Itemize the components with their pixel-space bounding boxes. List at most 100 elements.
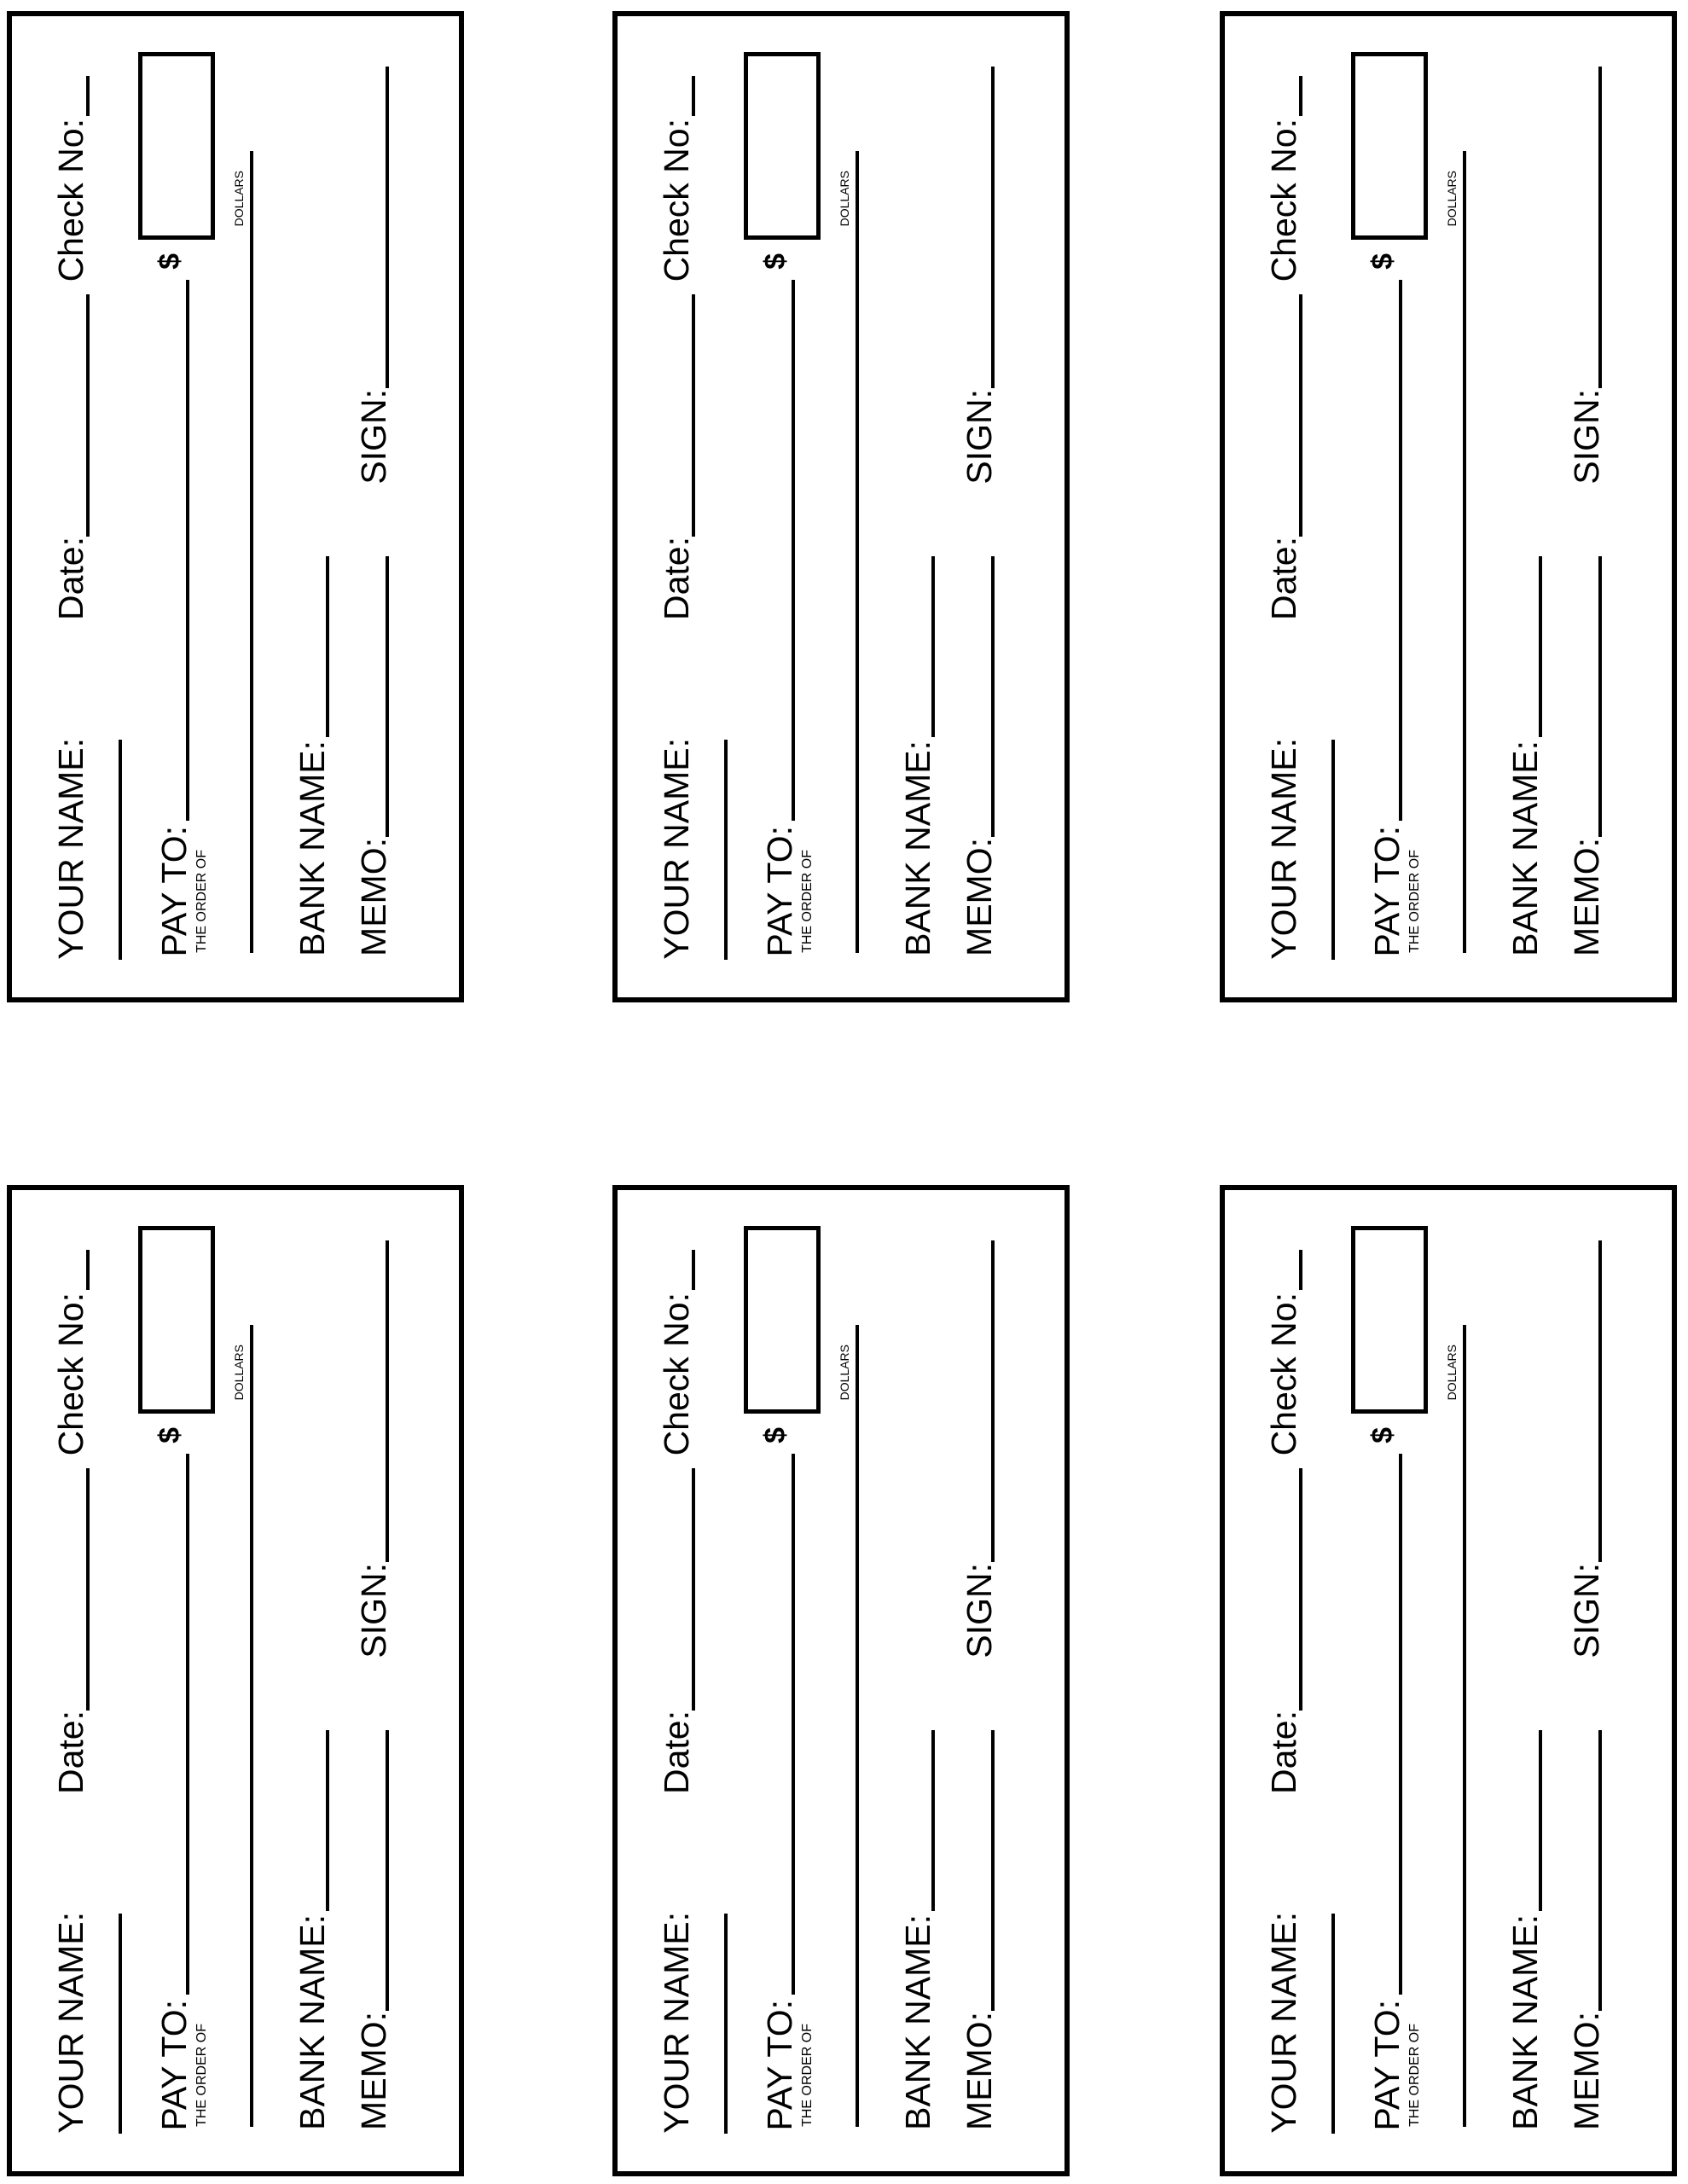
bank-name-line[interactable] [326, 1730, 329, 1911]
check-no-line[interactable] [86, 76, 90, 116]
your-name-line[interactable] [119, 740, 122, 960]
date-label: Date: [657, 1711, 696, 1794]
pay-to-label: PAY TO: [760, 1999, 799, 2130]
date-label: Date: [1264, 1711, 1303, 1794]
your-name-line[interactable] [1331, 740, 1335, 960]
sign-line[interactable] [386, 1240, 389, 1562]
check-5: YOUR NAME: Date: Check No: PAY TO: THE ORDER… [612, 1185, 1070, 2176]
your-name-line[interactable] [724, 1914, 728, 2134]
dollars-label: DOLLARS [1445, 1344, 1459, 1400]
bank-name-label: BANK NAME: [293, 741, 332, 956]
your-name-label: YOUR NAME: [51, 1912, 90, 2134]
date-line[interactable] [86, 294, 90, 537]
amount-box[interactable] [744, 52, 821, 240]
amount-box[interactable] [744, 1226, 821, 1414]
date-label: Date: [51, 1711, 90, 1794]
date-line[interactable] [692, 1468, 695, 1711]
amount-box[interactable] [1351, 52, 1428, 240]
sign-label: SIGN: [354, 389, 393, 485]
dollars-label: DOLLARS [838, 170, 851, 226]
dollar-sign-label: $ [154, 253, 186, 270]
bank-name-line[interactable] [1539, 1730, 1542, 1911]
memo-line[interactable] [991, 1730, 995, 2011]
date-label: Date: [657, 537, 696, 620]
pay-to-label: PAY TO: [760, 825, 799, 956]
check-no-line[interactable] [1299, 76, 1302, 116]
pay-to-label: PAY TO: [154, 1999, 194, 2130]
date-line[interactable] [1299, 1468, 1302, 1711]
memo-line[interactable] [991, 556, 995, 837]
pay-to-label: PAY TO: [1367, 1999, 1407, 2130]
order-of-label: THE ORDER OF [800, 2024, 815, 2127]
check-no-line[interactable] [86, 1250, 90, 1290]
order-of-label: THE ORDER OF [194, 850, 209, 953]
dollars-line[interactable] [250, 1325, 253, 2127]
bank-name-label: BANK NAME: [1505, 1914, 1545, 2130]
pay-to-line[interactable] [1399, 1454, 1402, 1995]
dollar-sign-label: $ [759, 1427, 792, 1443]
dollars-line[interactable] [1463, 151, 1466, 953]
your-name-line[interactable] [724, 740, 728, 960]
check-6: YOUR NAME: Date: Check No: PAY TO: THE ORDER… [1220, 1185, 1677, 2176]
sign-line[interactable] [991, 67, 995, 388]
check-no-label: Check No: [51, 1292, 90, 1455]
date-line[interactable] [1299, 294, 1302, 537]
order-of-label: THE ORDER OF [1407, 2024, 1422, 2127]
pay-to-label: PAY TO: [154, 825, 194, 956]
dollars-line[interactable] [1463, 1325, 1466, 2127]
amount-box[interactable] [1351, 1226, 1428, 1414]
order-of-label: THE ORDER OF [1407, 850, 1422, 953]
check-no-line[interactable] [692, 76, 695, 116]
your-name-label: YOUR NAME: [1264, 738, 1303, 960]
amount-box[interactable] [138, 1226, 215, 1414]
bank-name-label: BANK NAME: [1505, 741, 1545, 956]
check-4: YOUR NAME: Date: Check No: PAY TO: THE ORDER… [7, 1185, 464, 2176]
dollar-sign-label: $ [1366, 253, 1399, 270]
sign-label: SIGN: [960, 1563, 999, 1658]
dollar-sign-label: $ [759, 253, 792, 270]
check-no-label: Check No: [1264, 1292, 1303, 1455]
sign-line[interactable] [1598, 1240, 1602, 1562]
your-name-line[interactable] [119, 1914, 122, 2134]
date-label: Date: [1264, 537, 1303, 620]
dollars-label: DOLLARS [838, 1344, 851, 1400]
check-2: YOUR NAME: Date: Check No: PAY TO: THE ORDER… [612, 11, 1070, 1002]
dollars-line[interactable] [250, 151, 253, 953]
sign-line[interactable] [1598, 67, 1602, 388]
your-name-label: YOUR NAME: [657, 738, 696, 960]
your-name-label: YOUR NAME: [51, 738, 90, 960]
pay-to-line[interactable] [792, 1454, 795, 1995]
dollar-sign-label: $ [1366, 1427, 1399, 1443]
dollars-line[interactable] [856, 1325, 859, 2127]
sign-line[interactable] [991, 1240, 995, 1562]
check-no-line[interactable] [692, 1250, 695, 1290]
check-no-line[interactable] [1299, 1250, 1302, 1290]
sign-label: SIGN: [354, 1563, 393, 1658]
pay-to-line[interactable] [1399, 280, 1402, 821]
order-of-label: THE ORDER OF [194, 2024, 209, 2127]
memo-label: MEMO: [354, 838, 393, 956]
memo-label: MEMO: [960, 838, 999, 956]
dollars-line[interactable] [856, 151, 859, 953]
sign-label: SIGN: [1567, 389, 1606, 485]
memo-line[interactable] [1598, 1730, 1602, 2011]
your-name-line[interactable] [1331, 1914, 1335, 2134]
date-line[interactable] [86, 1468, 90, 1711]
bank-name-line[interactable] [326, 556, 329, 737]
bank-name-label: BANK NAME: [898, 1914, 937, 2130]
sign-line[interactable] [386, 67, 389, 388]
pay-to-line[interactable] [792, 280, 795, 821]
amount-box[interactable] [138, 52, 215, 240]
memo-line[interactable] [1598, 556, 1602, 837]
check-no-label: Check No: [657, 1292, 696, 1455]
date-line[interactable] [692, 294, 695, 537]
memo-line[interactable] [386, 556, 389, 837]
bank-name-label: BANK NAME: [898, 741, 937, 956]
pay-to-line[interactable] [186, 280, 189, 821]
memo-line[interactable] [386, 1730, 389, 2011]
bank-name-line[interactable] [931, 1730, 935, 1911]
pay-to-line[interactable] [186, 1454, 189, 1995]
bank-name-line[interactable] [931, 556, 935, 737]
sign-label: SIGN: [960, 389, 999, 485]
bank-name-line[interactable] [1539, 556, 1542, 737]
